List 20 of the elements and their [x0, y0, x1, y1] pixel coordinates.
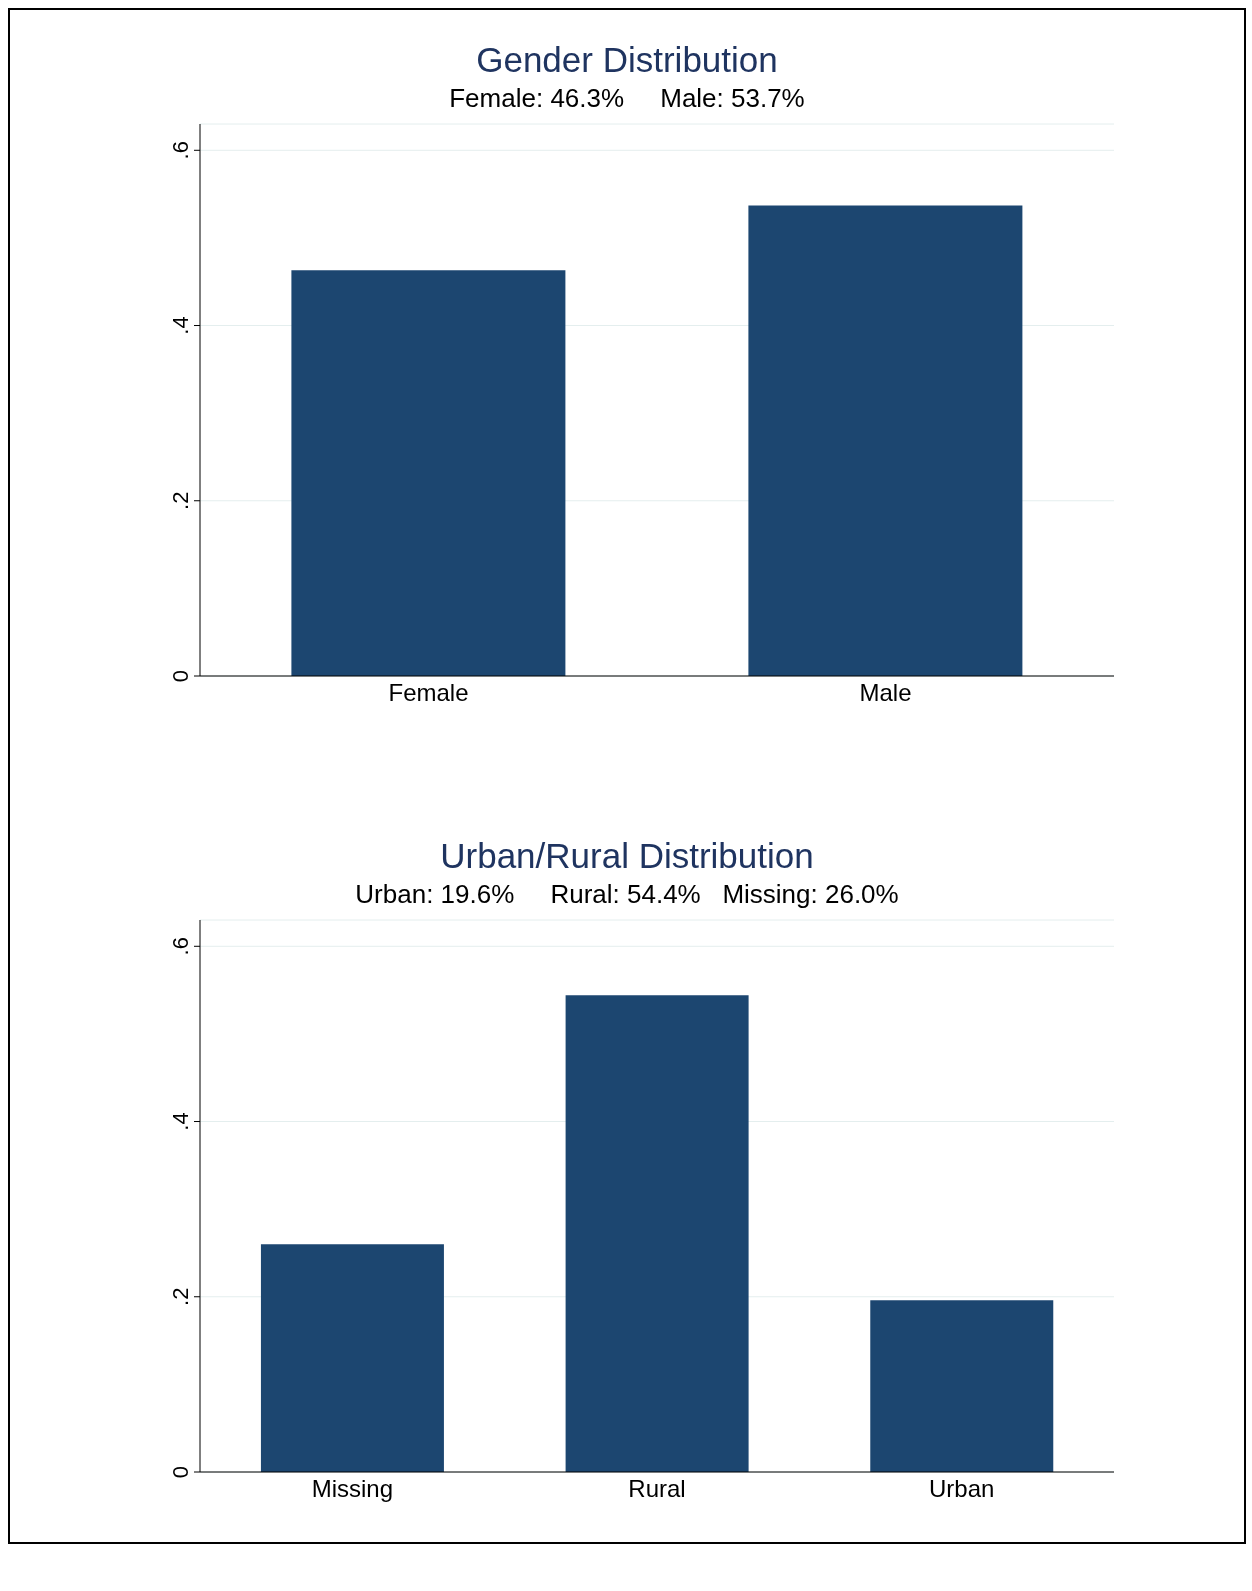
y-tick-label: .4 — [168, 1112, 193, 1131]
chart-subtitle: Female: 46.3% Male: 53.7% — [448, 82, 806, 115]
x-tick-label: Female — [388, 679, 469, 707]
x-tick-label: Missing — [311, 1475, 394, 1503]
x-tick-label: Urban — [928, 1475, 995, 1503]
chart-title: Gender Distribution — [475, 39, 779, 80]
bar — [870, 1300, 1054, 1472]
y-tick-label: .2 — [168, 1287, 193, 1306]
x-tick-label: Male — [859, 679, 912, 707]
y-tick-label: .6 — [168, 937, 193, 956]
y-tick-label: .2 — [168, 491, 193, 510]
y-tick-label: .6 — [168, 141, 193, 160]
y-tick-label: 0 — [168, 669, 193, 683]
chart-subtitle: Urban: 19.6% Rural: 54.4% Missing: 26.0% — [354, 878, 900, 911]
bar — [260, 1244, 444, 1472]
bar — [565, 995, 749, 1472]
y-tick-label: .4 — [168, 316, 193, 335]
chart-title: Urban/Rural Distribution — [439, 835, 815, 876]
x-tick-label: Rural — [628, 1475, 686, 1503]
y-tick-label: 0 — [168, 1465, 193, 1479]
